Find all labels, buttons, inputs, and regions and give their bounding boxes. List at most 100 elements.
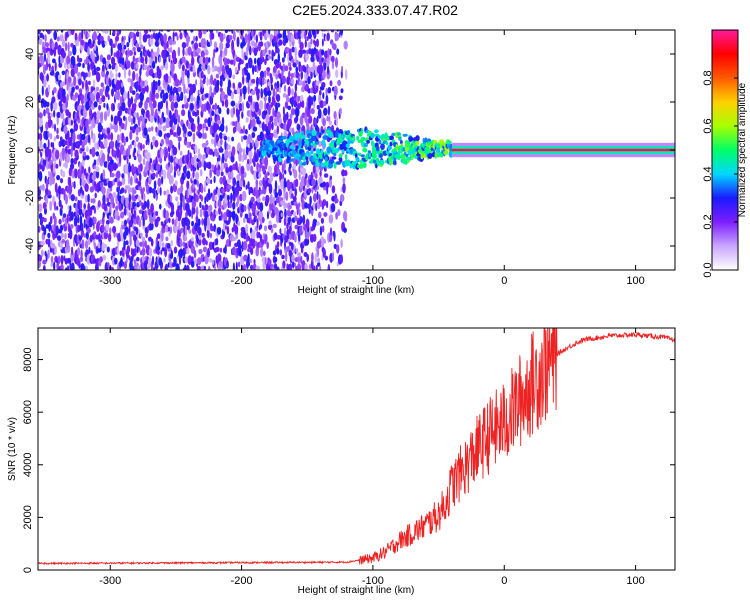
noise-cell (86, 227, 91, 234)
noise-cell (45, 107, 50, 115)
noise-cell (304, 262, 308, 270)
noise-cell (139, 163, 143, 172)
spectrogram-y-tick-label: -40 (24, 238, 36, 254)
emerging-carrier-cell (315, 162, 320, 168)
noise-cell (46, 101, 50, 108)
noise-cell (237, 109, 241, 117)
noise-cell (119, 250, 123, 256)
noise-cell (70, 68, 75, 78)
emerging-carrier-cell (411, 140, 417, 145)
spectrogram-x-tick-label: 100 (626, 275, 644, 287)
noise-cell (48, 159, 53, 165)
noise-cell (276, 247, 280, 255)
noise-cell (48, 148, 52, 159)
spectrogram-x-tick-label: 0 (501, 275, 507, 287)
noise-cell (280, 212, 283, 218)
noise-cell (103, 137, 108, 149)
noise-cell (321, 38, 324, 47)
noise-cell (110, 25, 113, 29)
noise-cell (263, 96, 267, 102)
noise-cell (97, 247, 102, 253)
noise-cell (38, 212, 43, 220)
noise-cell (282, 173, 285, 180)
noise-cell (183, 235, 188, 241)
noise-cell (74, 196, 78, 202)
emerging-carrier-cell (408, 136, 414, 142)
noise-cell (291, 254, 295, 263)
noise-cell (289, 263, 293, 270)
noise-cell (85, 155, 90, 161)
noise-cell (206, 30, 209, 33)
noise-cell (67, 130, 70, 140)
noise-cell (102, 194, 106, 205)
noise-cell (262, 56, 265, 63)
noise-cell (132, 115, 136, 125)
noise-cell (66, 239, 70, 250)
noise-cell (273, 263, 278, 270)
noise-cell (44, 42, 50, 48)
noise-cell (169, 85, 173, 96)
noise-cell (67, 265, 70, 270)
noise-cell (252, 64, 255, 75)
noise-cell (195, 35, 198, 42)
noise-cell (243, 135, 248, 140)
noise-cell (135, 136, 139, 143)
noise-cell (78, 57, 83, 63)
noise-cell (263, 70, 267, 78)
noise-cell (87, 193, 90, 203)
noise-cell (132, 55, 135, 63)
noise-cell (208, 57, 211, 63)
noise-cell (247, 235, 250, 241)
noise-cell (153, 266, 156, 270)
noise-cell (231, 236, 237, 242)
noise-cell (160, 249, 163, 255)
emerging-carrier-cell (367, 150, 371, 154)
noise-cell (177, 86, 182, 92)
noise-cell (286, 111, 289, 121)
noise-cell (139, 241, 144, 247)
noise-cell (270, 227, 274, 234)
noise-cell (116, 247, 120, 255)
noise-cell (116, 147, 120, 158)
noise-cell (40, 74, 45, 82)
noise-cell (203, 132, 207, 140)
noise-cell (233, 30, 236, 42)
emerging-carrier-cell (324, 156, 328, 162)
noise-cell (276, 196, 281, 204)
noise-cell (75, 223, 79, 234)
noise-cell (250, 196, 255, 203)
noise-cell (85, 72, 88, 78)
noise-cell (38, 171, 43, 182)
noise-cell (165, 236, 169, 242)
noise-cell (53, 200, 57, 211)
noise-cell (121, 35, 124, 42)
noise-cell (219, 194, 223, 202)
noise-cell (177, 228, 182, 239)
noise-cell (46, 30, 51, 35)
noise-cell (337, 209, 341, 217)
noise-cell (146, 199, 150, 210)
noise-cell (169, 54, 172, 61)
noise-cell (290, 108, 296, 116)
noise-cell (339, 194, 345, 203)
noise-cell (251, 139, 255, 148)
noise-cell (256, 76, 259, 88)
noise-cell (174, 180, 178, 187)
noise-cell (136, 46, 142, 53)
noise-cell (232, 177, 237, 187)
noise-cell (340, 238, 343, 248)
noise-cell (165, 61, 169, 71)
noise-cell (131, 82, 135, 87)
noise-cell (181, 42, 187, 49)
noise-cell (195, 214, 199, 224)
noise-cell (83, 30, 86, 35)
noise-cell (289, 113, 293, 119)
noise-cell (267, 258, 272, 266)
noise-cell (128, 187, 133, 193)
noise-cell (109, 227, 112, 234)
noise-cell (221, 153, 225, 164)
noise-cell (278, 33, 283, 39)
noise-cell (270, 73, 273, 82)
noise-cell (200, 70, 204, 79)
